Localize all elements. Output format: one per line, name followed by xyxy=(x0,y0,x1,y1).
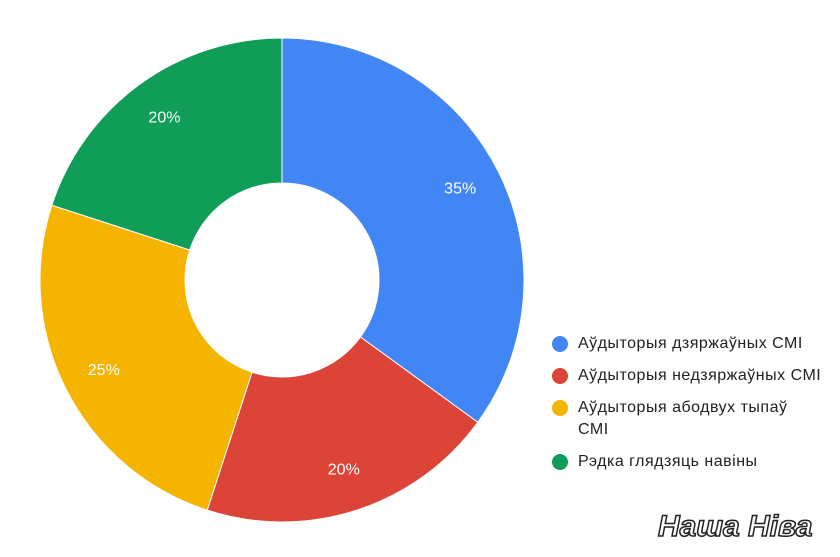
legend-marker xyxy=(552,454,568,470)
watermark: Наша Ніва xyxy=(657,509,813,544)
legend-marker xyxy=(552,400,568,416)
legend-item: Рэдка глядзяць навіны xyxy=(552,451,822,473)
legend-item: Аўдыторыя дзяржаўных СМІ xyxy=(552,333,822,355)
slice xyxy=(51,37,283,251)
legend-label: Рэдка глядзяць навіны xyxy=(578,453,758,470)
slice xyxy=(281,37,525,423)
legend-item: Аўдыторыя недзяржаўных СМІ xyxy=(552,365,822,387)
legend-item: Аўдыторыя абодвух тыпаў СМІ xyxy=(552,397,822,441)
legend-marker xyxy=(552,368,568,384)
legend: Аўдыторыя дзяржаўных СМІ Аўдыторыя недзяр… xyxy=(552,333,822,483)
legend-label: Аўдыторыя недзяржаўных СМІ xyxy=(578,367,822,384)
value-label: 25% xyxy=(88,362,120,379)
value-label: 35% xyxy=(444,180,476,197)
legend-marker xyxy=(552,336,568,352)
legend-label: Аўдыторыя абодвух тыпаў СМІ xyxy=(578,399,788,438)
value-label: 20% xyxy=(328,461,360,478)
value-label: 20% xyxy=(148,109,180,126)
legend-label: Аўдыторыя дзяржаўных СМІ xyxy=(578,335,803,352)
slice xyxy=(206,336,479,523)
slice xyxy=(39,204,253,511)
